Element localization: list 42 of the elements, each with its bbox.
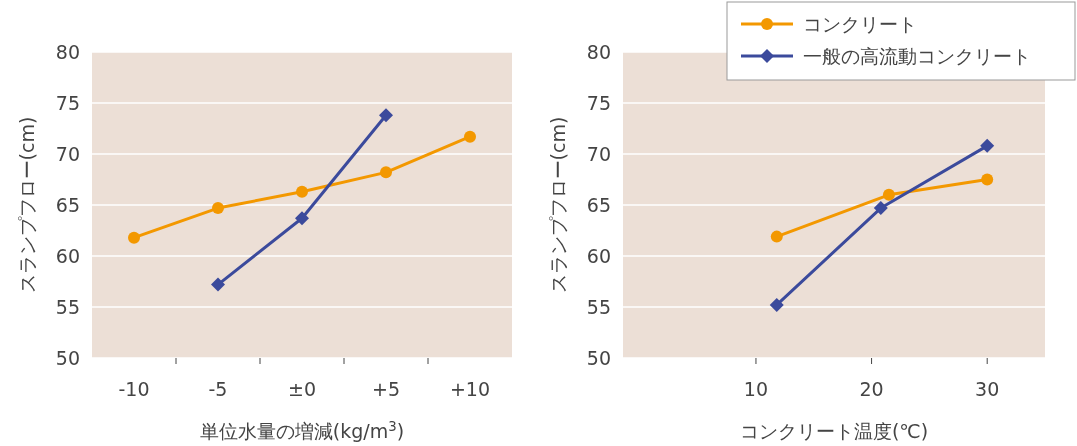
y-tick-label: 60 <box>586 245 611 267</box>
x-tick-label: -10 <box>118 378 150 400</box>
point <box>882 188 895 201</box>
y-tick-label: 50 <box>586 347 611 369</box>
y-tick-label: 60 <box>55 245 80 267</box>
point <box>981 173 994 186</box>
point <box>379 108 393 123</box>
x-axis-title: コンクリート温度(℃) <box>739 420 929 442</box>
point <box>211 277 225 292</box>
x-tick-label: ±0 <box>287 378 317 400</box>
x-tick-label: +5 <box>371 378 401 400</box>
y-tick-label: 50 <box>55 347 80 369</box>
y-tick-label: 80 <box>55 41 80 63</box>
y-tick-label: 80 <box>586 41 611 63</box>
x-tick-label: 20 <box>859 378 884 400</box>
x-tick-label: 30 <box>975 378 1000 400</box>
y-axis-title: スランプフロー(cm) <box>547 116 569 294</box>
point <box>128 231 140 244</box>
y-tick-label: 55 <box>586 296 611 318</box>
point <box>296 185 308 198</box>
y-tick-label: 70 <box>586 143 611 165</box>
point <box>295 211 309 226</box>
legend-label: 一般の高流動コンクリート <box>803 45 1031 67</box>
point <box>770 230 783 243</box>
point <box>380 166 392 179</box>
y-tick-label: 70 <box>55 143 80 165</box>
x-tick-label: -5 <box>208 378 228 400</box>
point <box>769 297 784 312</box>
x-axis-title: 単位水量の増減(kg/m$^{3}$) <box>199 418 405 442</box>
y-tick-label: 65 <box>55 194 80 216</box>
point <box>980 138 995 153</box>
point <box>464 130 476 143</box>
point <box>212 202 224 215</box>
y-tick-label: 55 <box>55 296 80 318</box>
x-tick-label: 10 <box>743 378 769 400</box>
y-tick-label: 75 <box>55 92 80 114</box>
y-tick-label: 65 <box>586 194 611 216</box>
point <box>873 201 888 216</box>
legend-label: コンクリート <box>803 13 917 35</box>
x-tick-label: +10 <box>449 378 491 400</box>
y-axis-title: スランプフロー(cm) <box>16 116 38 294</box>
y-tick-label: 75 <box>586 92 611 114</box>
